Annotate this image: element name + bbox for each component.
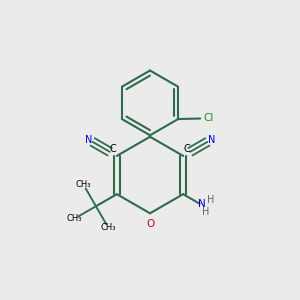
Text: O: O bbox=[146, 219, 155, 229]
Text: Cl: Cl bbox=[204, 113, 214, 124]
Text: N: N bbox=[85, 135, 92, 145]
Text: CH₃: CH₃ bbox=[101, 224, 116, 232]
Text: CH₃: CH₃ bbox=[76, 180, 91, 189]
Text: H: H bbox=[202, 207, 209, 217]
Text: N: N bbox=[208, 135, 215, 145]
Text: C: C bbox=[110, 144, 117, 154]
Text: H: H bbox=[207, 195, 214, 205]
Text: CH₃: CH₃ bbox=[67, 214, 82, 223]
Text: C: C bbox=[183, 144, 190, 154]
Text: N: N bbox=[198, 199, 206, 209]
